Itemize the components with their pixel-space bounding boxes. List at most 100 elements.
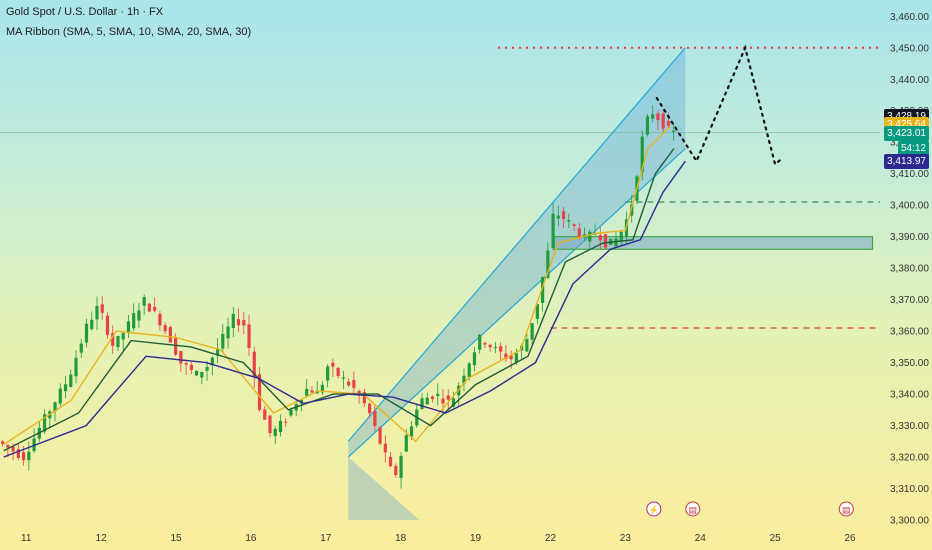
candle-body-30 — [158, 313, 162, 326]
channel-fill — [348, 47, 686, 458]
candle-body-27 — [142, 297, 146, 306]
candle-body-63 — [331, 362, 335, 367]
candle-body-98 — [514, 353, 518, 363]
candle-body-67 — [352, 380, 356, 388]
candle-body-19 — [100, 304, 104, 313]
candle-body-94 — [493, 347, 498, 349]
x-tick-label: 19 — [470, 533, 482, 544]
candle-body-102 — [535, 304, 539, 319]
candle-body-101 — [530, 323, 534, 340]
candle-body-10 — [53, 402, 57, 412]
candle-body-5 — [27, 451, 31, 461]
candle-body-109 — [572, 224, 576, 226]
candle-body-34 — [179, 351, 183, 364]
projection-path[interactable] — [655, 44, 784, 167]
candle-body-107 — [561, 211, 566, 220]
y-tick-label: 3,410.00 — [890, 169, 929, 180]
candle-body-36 — [189, 364, 193, 371]
x-tick-label: 15 — [170, 533, 182, 544]
y-tick-label: 3,400.00 — [890, 201, 929, 212]
candle-body-97 — [509, 355, 513, 360]
ma-line-0[interactable] — [3, 125, 671, 445]
price-tag: 3,423.01 — [884, 125, 929, 141]
candle-body-38 — [200, 371, 204, 378]
x-tick-label: 24 — [695, 533, 707, 544]
candle-body-29 — [153, 306, 157, 311]
candle-body-46 — [242, 320, 246, 326]
x-tick-label: 16 — [245, 533, 257, 544]
candle-body-18 — [95, 305, 99, 320]
channel-lower-line[interactable] — [347, 148, 686, 458]
candle-body-122 — [640, 136, 644, 172]
candle-body-115 — [603, 234, 608, 248]
candle-body-89 — [467, 363, 471, 377]
candle-body-23 — [121, 333, 125, 340]
candle-body-93 — [488, 344, 492, 348]
candle-body-128 — [672, 130, 676, 132]
event-glyph-icon: ⚡ — [648, 504, 659, 516]
candle-body-0 — [1, 441, 5, 444]
candle-body-88 — [462, 375, 466, 384]
candle-body-8 — [42, 414, 47, 432]
candle-body-96 — [504, 353, 508, 359]
ma-line-1[interactable] — [3, 148, 675, 452]
candle-body-95 — [499, 346, 503, 352]
candle-body-83 — [436, 393, 440, 396]
candle-body-92 — [483, 342, 487, 345]
candle-body-52 — [273, 428, 277, 437]
candle-body-66 — [347, 381, 351, 386]
x-tick-label: 17 — [320, 533, 332, 544]
candle-body-75 — [394, 465, 398, 476]
candle-body-57 — [299, 399, 304, 404]
candle-body-51 — [268, 415, 272, 433]
candle-body-126 — [661, 113, 665, 129]
candle-body-1 — [6, 444, 10, 448]
candle-body-31 — [163, 325, 167, 332]
y-tick-label: 3,350.00 — [890, 358, 929, 369]
candle-body-37 — [194, 370, 199, 376]
candle-body-114 — [598, 235, 602, 241]
candle-body-55 — [289, 409, 293, 416]
candle-body-103 — [541, 276, 545, 303]
candle-body-127 — [666, 120, 671, 126]
y-tick-label: 3,440.00 — [890, 75, 929, 86]
candle-body-70 — [368, 403, 372, 414]
event-marker-icon[interactable] — [646, 501, 662, 517]
event-glyph-icon: ▤ — [842, 505, 851, 515]
candle-body-64 — [336, 367, 340, 377]
event-marker-icon[interactable] — [685, 501, 701, 517]
channel-upper-line[interactable] — [347, 47, 686, 442]
candle-body-80 — [420, 398, 424, 409]
y-tick-label: 3,370.00 — [890, 295, 929, 306]
candle-body-47 — [247, 324, 251, 349]
candle-body-86 — [451, 398, 456, 407]
candle-body-125 — [656, 113, 660, 121]
candle-body-32 — [168, 327, 172, 343]
candle-body-112 — [588, 231, 592, 242]
candle-body-117 — [614, 238, 618, 247]
candle-body-123 — [645, 116, 650, 135]
x-tick-label: 12 — [96, 533, 108, 544]
candle-body-76 — [399, 455, 403, 478]
y-tick-label: 3,360.00 — [890, 327, 929, 338]
candle-body-81 — [425, 397, 429, 405]
candle-body-12 — [63, 384, 68, 392]
candle-body-124 — [651, 114, 655, 119]
candle-body-40 — [210, 357, 214, 366]
event-marker-icon[interactable] — [838, 501, 854, 517]
candle-body-77 — [404, 435, 408, 452]
candle-body-26 — [137, 310, 141, 321]
ma-line-2[interactable] — [3, 160, 686, 458]
y-tick-label: 3,390.00 — [890, 232, 929, 243]
candle-body-3 — [16, 449, 20, 458]
candle-body-73 — [383, 443, 387, 453]
candle-body-2 — [11, 446, 15, 452]
candle-body-62 — [326, 366, 330, 381]
countdown-tag: 54:12 — [897, 140, 929, 156]
candle-body-49 — [257, 374, 262, 410]
candle-body-24 — [126, 321, 131, 333]
candle-body-35 — [184, 363, 188, 365]
indicator-legend[interactable]: MA Ribbon (SMA, 5, SMA, 10, SMA, 20, SMA… — [6, 26, 252, 38]
